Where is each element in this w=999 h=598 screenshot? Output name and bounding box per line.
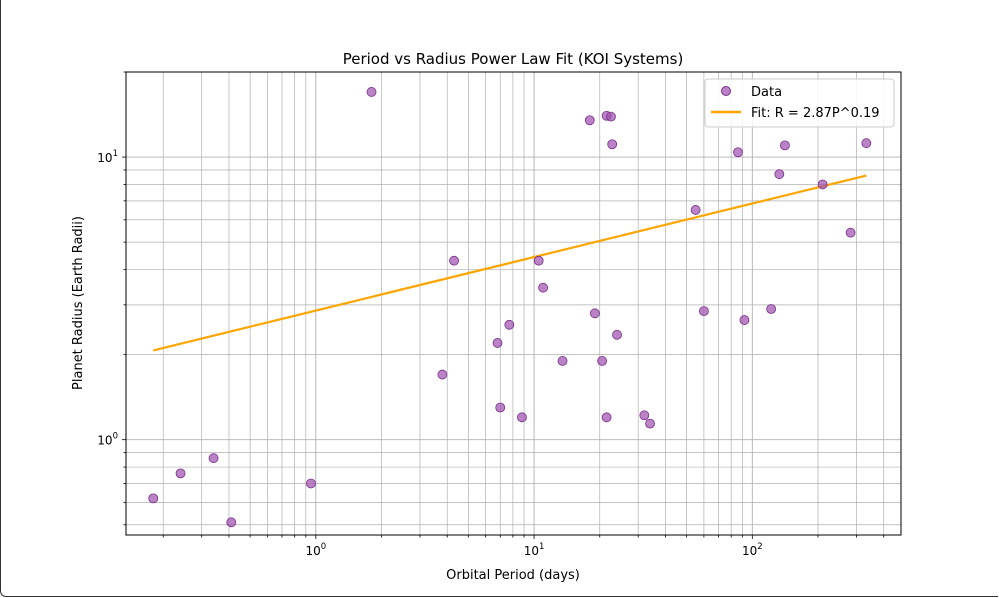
data-point — [557, 356, 568, 366]
y-tick-label: 101 — [97, 149, 118, 165]
y-axis-ticks: 100 101 — [97, 71, 126, 526]
legend-fit-label: Fit: R = 2.87P^0.19 — [751, 106, 880, 121]
data-point — [148, 493, 159, 504]
data-point — [175, 468, 186, 479]
data-point — [612, 329, 622, 340]
data-point — [533, 255, 544, 266]
legend-data-label: Data — [751, 85, 782, 100]
x-tick-label: 102 — [742, 542, 763, 558]
plot-area-border — [125, 71, 902, 536]
y-axis-label: Planet Radius (Earth Radii) — [71, 216, 86, 390]
x-axis-ticks: 100 101 102 — [162, 535, 885, 558]
x-tick-label: 101 — [524, 542, 545, 558]
data-point — [492, 338, 503, 348]
data-point — [306, 478, 316, 489]
x-tick-label: 100 — [305, 542, 326, 558]
data-point — [645, 418, 655, 429]
legend-box — [704, 78, 895, 128]
fit-line-group — [153, 174, 867, 352]
x-axis-label: Orbital Period (days) — [446, 568, 580, 583]
fit-line — [153, 174, 867, 352]
data-point — [861, 138, 872, 149]
data-point — [817, 179, 828, 190]
data-point — [538, 282, 548, 293]
data-point — [774, 169, 785, 180]
grid — [126, 71, 901, 535]
data-point — [366, 87, 377, 97]
data-point — [607, 139, 618, 150]
data-point — [590, 308, 600, 319]
chart-title: Period vs Radius Power Law Fit (KOI Syst… — [343, 50, 684, 68]
data-point — [504, 319, 515, 330]
data-point — [601, 412, 612, 423]
data-point — [226, 517, 237, 528]
data-point — [437, 369, 448, 380]
data-point — [698, 306, 709, 317]
data-point — [495, 402, 506, 413]
data-points — [148, 87, 872, 528]
data-point — [690, 205, 701, 215]
y-tick-label: 100 — [97, 432, 118, 448]
data-point — [606, 111, 616, 122]
data-point — [584, 115, 595, 126]
legend: Data Fit: R = 2.87P^0.19 — [704, 78, 895, 128]
data-point — [845, 227, 856, 238]
data-point — [208, 453, 219, 464]
data-point — [739, 315, 750, 325]
data-point — [449, 255, 459, 266]
data-point — [517, 412, 527, 423]
data-point — [733, 147, 743, 158]
legend-data-marker — [721, 86, 731, 96]
data-point — [779, 140, 790, 151]
data-point — [597, 356, 608, 366]
data-point — [766, 304, 777, 314]
data-point — [639, 410, 650, 421]
